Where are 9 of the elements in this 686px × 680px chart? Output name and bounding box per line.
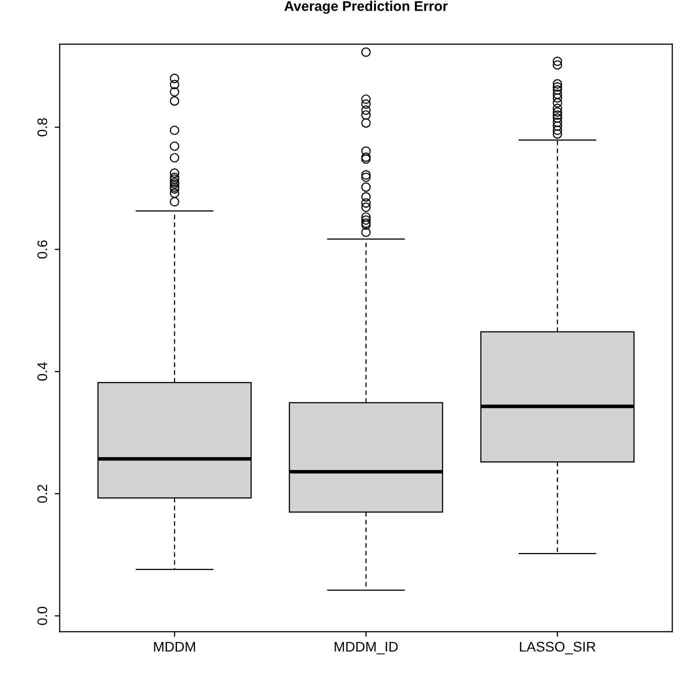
y-tick-label: 0.8 [37, 118, 48, 136]
x-tick-label: LASSO_SIR [520, 642, 596, 654]
y-tick-label: 0.2 [37, 484, 48, 503]
chart-title: Average Prediction Error [284, 0, 448, 14]
y-tick-label: 0.4 [37, 362, 48, 381]
y-tick-label: 0.6 [37, 240, 48, 259]
x-tick-label: MDDM_ID [334, 642, 398, 654]
y-tick-label: 0.0 [37, 606, 48, 625]
x-tick-label: MDDM [154, 642, 196, 652]
